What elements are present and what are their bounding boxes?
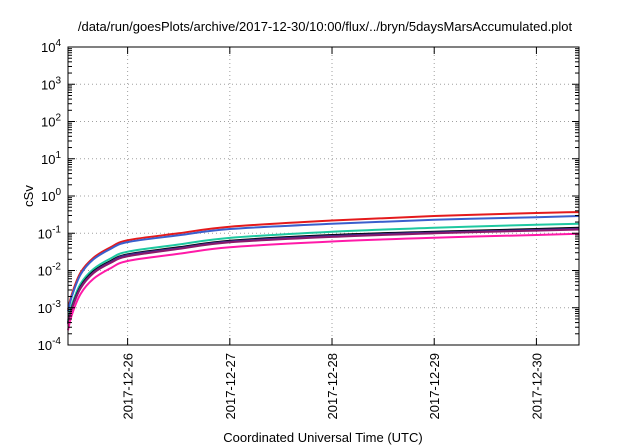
y-tick-label: 10-3 [38,299,62,316]
x-tick-label: 2017-12-30 [529,353,544,420]
y-tick-label: 104 [41,38,61,55]
series-line [67,222,580,321]
series-line [67,215,580,312]
grid [68,47,579,345]
x-tick-label: 2017-12-29 [427,353,442,420]
y-tick-label: 10-2 [38,262,62,279]
y-axis-title: cSv [21,185,36,207]
series-line [67,228,580,325]
x-tick-label: 2017-12-27 [223,353,238,420]
y-tick-label: 10-1 [38,224,62,241]
y-tick-label: 103 [41,75,61,92]
series-line [67,227,580,324]
y-tick-label: 100 [41,187,61,204]
series-line [67,232,580,331]
y-tick-label: 102 [41,113,61,130]
y-tick-label: 101 [41,150,61,167]
x-axis-title: Coordinated Universal Time (UTC) [223,430,422,445]
series-lines [67,211,580,331]
series-line [67,211,580,310]
y-tick-label: 10-4 [38,336,62,353]
chart-title: /data/run/goesPlots/archive/2017-12-30/1… [78,19,573,34]
x-tick-label: 2017-12-28 [325,353,340,420]
x-tick-label: 2017-12-26 [121,353,136,420]
ticks: 10-4 10-3 10-2 10-1 100 101 102 103 104 2017-12-2… [38,38,579,420]
